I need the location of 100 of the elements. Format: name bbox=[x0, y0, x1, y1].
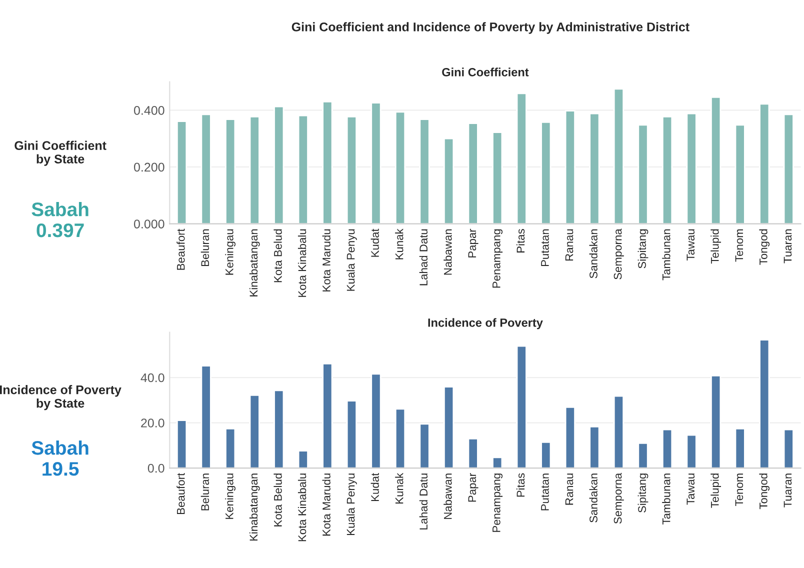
bar bbox=[662, 428, 673, 468]
x-tick-label: Penampang bbox=[492, 229, 503, 288]
bar bbox=[638, 124, 648, 224]
bar bbox=[225, 118, 236, 224]
x-tick-label: Nabawan bbox=[444, 474, 452, 519]
bar bbox=[394, 408, 406, 468]
bar bbox=[200, 114, 212, 224]
bar bbox=[540, 442, 552, 468]
bar bbox=[516, 92, 527, 224]
bar bbox=[564, 406, 576, 468]
x-tick-label: Kinabatangan bbox=[249, 229, 260, 296]
chart-title: Gini Coefficient bbox=[442, 68, 529, 76]
x-tick-label: Beaufort bbox=[176, 228, 185, 270]
bar bbox=[540, 121, 552, 224]
bar bbox=[322, 100, 333, 224]
x-tick-label: Kudat bbox=[370, 472, 379, 502]
bar bbox=[443, 386, 454, 468]
bar bbox=[638, 442, 648, 468]
bar bbox=[759, 103, 770, 224]
bar bbox=[370, 102, 382, 224]
text: Incidence of Poverty by State bbox=[0, 385, 122, 410]
x-tick-label: Sipitang bbox=[638, 474, 648, 513]
x-tick-label: Beluran bbox=[200, 229, 210, 266]
x-tick-label: Kudat bbox=[370, 228, 379, 257]
bar bbox=[274, 106, 284, 224]
bar bbox=[176, 420, 188, 468]
x-tick-label: Tongod bbox=[759, 474, 770, 510]
x-tick-label: Telupid bbox=[710, 474, 721, 508]
bar bbox=[468, 438, 478, 468]
bar bbox=[443, 138, 454, 224]
bar bbox=[225, 428, 236, 468]
bar bbox=[322, 363, 333, 468]
bar bbox=[613, 395, 624, 468]
text: Sabah 0.397 bbox=[32, 202, 88, 238]
y-tick-label: 0.000 bbox=[134, 220, 164, 228]
bar bbox=[394, 111, 406, 224]
x-tick-label: Tenom bbox=[735, 229, 744, 262]
x-tick-label: Lahad Datu bbox=[419, 229, 428, 286]
bar bbox=[274, 390, 284, 468]
x-tick-label: Sandakan bbox=[589, 474, 598, 522]
y-tick-label: 0.0 bbox=[148, 464, 164, 473]
x-tick-label: Kota Marudu bbox=[322, 229, 330, 292]
x-tick-label: Kota Kinabalu bbox=[298, 229, 306, 297]
y-tick-label: 20.0 bbox=[141, 418, 164, 428]
bar bbox=[686, 112, 697, 224]
bar bbox=[298, 114, 308, 224]
x-tick-label: Pitas bbox=[516, 229, 525, 252]
text: Gini Coefficient and Incidence of Poverty by Administrative District bbox=[292, 22, 690, 34]
bar bbox=[370, 373, 382, 468]
bar bbox=[516, 345, 527, 468]
x-tick-label: Telupid bbox=[710, 229, 721, 264]
x-tick-label: Kinabatangan bbox=[249, 474, 260, 541]
bar bbox=[346, 116, 358, 224]
x-tick-label: Putatan bbox=[541, 229, 549, 266]
bar bbox=[249, 394, 260, 468]
x-tick-label: Sandakan bbox=[589, 229, 598, 278]
bar bbox=[783, 114, 794, 224]
x-tick-label: Putatan bbox=[541, 474, 549, 510]
bar bbox=[468, 122, 478, 224]
x-tick-label: Lahad Datu bbox=[419, 474, 428, 530]
bar bbox=[346, 400, 358, 468]
x-tick-label: Semporna bbox=[614, 472, 624, 524]
bar bbox=[298, 450, 308, 468]
bar bbox=[419, 423, 430, 468]
x-tick-label: Tuaran bbox=[784, 229, 792, 264]
bar bbox=[783, 428, 794, 468]
bar bbox=[710, 375, 722, 468]
x-tick-label: Kota Belud bbox=[274, 229, 282, 282]
x-tick-label: Kota Belud bbox=[274, 474, 282, 526]
bar bbox=[249, 116, 260, 224]
x-tick-label: Tawau bbox=[686, 229, 695, 261]
text: Sabah 19.5 bbox=[32, 440, 88, 476]
x-tick-label: Kuala Penyu bbox=[346, 229, 357, 291]
bar bbox=[492, 132, 503, 224]
x-tick-label: Kota Marudu bbox=[322, 474, 330, 536]
x-tick-label: Tambunan bbox=[662, 474, 670, 525]
bar bbox=[710, 96, 722, 224]
y-tick-label: 40.0 bbox=[140, 373, 164, 382]
x-tick-label: Papar bbox=[468, 228, 478, 258]
x-tick-label: Keningau bbox=[225, 229, 236, 275]
x-tick-label: Beaufort bbox=[176, 472, 185, 514]
x-tick-label: Pitas bbox=[516, 473, 525, 497]
x-tick-label: Kunak bbox=[395, 472, 404, 504]
bar bbox=[686, 434, 697, 468]
x-tick-label: Keningau bbox=[225, 474, 236, 519]
x-tick-label: Sipitang bbox=[638, 229, 648, 268]
bar bbox=[662, 116, 673, 224]
bar bbox=[759, 339, 770, 468]
bar bbox=[589, 112, 600, 224]
text: Gini Coefficient by State bbox=[14, 140, 106, 166]
bar bbox=[589, 426, 600, 468]
bar bbox=[564, 110, 576, 224]
x-tick-label: Semporna bbox=[614, 228, 624, 280]
x-tick-label: Kuala Penyu bbox=[346, 474, 357, 535]
x-tick-label: Tambunan bbox=[662, 229, 670, 280]
x-tick-label: Tawau bbox=[686, 474, 695, 505]
bar bbox=[419, 118, 430, 224]
x-tick-label: Kunak bbox=[395, 228, 404, 260]
x-tick-label: Papar bbox=[468, 473, 478, 502]
x-tick-label: Tuaran bbox=[784, 474, 792, 508]
